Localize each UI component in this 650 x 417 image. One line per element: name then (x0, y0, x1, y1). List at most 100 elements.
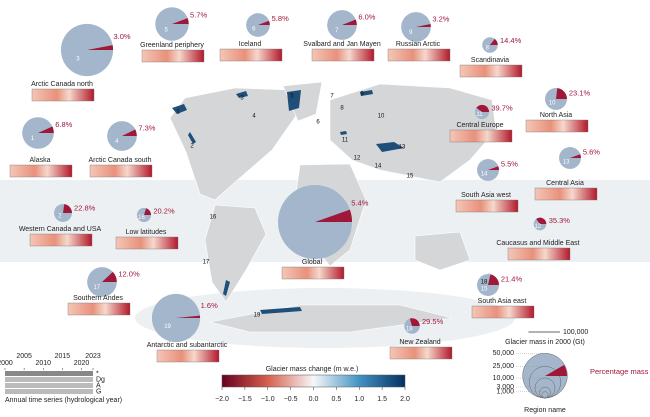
map-region-number: 17 (203, 260, 210, 266)
pct-label: 23.1% (569, 89, 591, 98)
pct-legend-label: Percentage mass loss (2000–2023) (590, 367, 650, 376)
size-legend-label: 3,000 (496, 384, 514, 391)
map-region-number: 3 (240, 96, 244, 102)
time-series-strip (455, 199, 519, 213)
map-region-number: 11 (342, 138, 349, 144)
time-series-strip (219, 48, 283, 62)
loss-wedge (570, 154, 581, 158)
strip-tick-label: 2010 (35, 360, 51, 367)
strip-tick-label: 2020 (74, 360, 90, 367)
size-legend-title: Glacier mass in 2000 (Gt) (505, 339, 585, 346)
time-series-strip (31, 88, 95, 102)
time-series-strip (281, 266, 345, 280)
loss-wedge (144, 208, 152, 215)
name-legend-label: Region name (524, 407, 566, 414)
pct-label: 22.8% (74, 204, 96, 213)
loss-wedge (315, 209, 353, 222)
loss-wedge (172, 18, 189, 24)
colorbar-tick-label: −0.5 (284, 396, 298, 403)
map-region-number: 8 (340, 106, 344, 112)
time-series-strip (534, 187, 598, 201)
loss-wedge (342, 19, 357, 25)
region-number: 7 (335, 28, 339, 34)
loss-wedge (409, 318, 420, 326)
region-name: Western Canada and USA (19, 226, 102, 233)
time-series-strip (156, 349, 220, 363)
map-region-number: 6 (316, 120, 320, 126)
region-name: Alaska (29, 157, 50, 164)
region-number: 9 (409, 30, 413, 36)
pct-label: 3.2% (432, 15, 449, 24)
strip-row-label: A (96, 382, 101, 389)
size-legend-label: 50,000 (493, 350, 515, 357)
pct-label: 5.5% (501, 160, 518, 169)
loss-wedge (102, 271, 117, 282)
region-name: Central Asia (546, 180, 584, 187)
pct-label: 5.7% (190, 11, 207, 20)
strip-row (5, 389, 93, 394)
time-series-strip (507, 247, 571, 261)
region-name: Central Europe (456, 122, 503, 129)
time-series-strip (389, 346, 453, 360)
loss-wedge (488, 274, 499, 285)
time-series-strip (449, 129, 513, 143)
loss-wedge (556, 88, 567, 99)
map-region-number: 13 (399, 145, 406, 151)
pct-label: 5.8% (272, 14, 289, 23)
colorbar-tick-label: −2.0 (215, 396, 229, 403)
pie (277, 184, 353, 260)
region-name: North Asia (540, 112, 572, 119)
loss-wedge (490, 38, 498, 45)
region-number: 4 (115, 139, 119, 145)
region-number: 3 (76, 57, 80, 63)
loss-wedge (122, 129, 137, 136)
pct-label: 5.4% (351, 198, 368, 207)
strip-tick-label: 2005 (16, 353, 32, 360)
time-series-strip (311, 48, 375, 62)
south-america (204, 204, 267, 303)
region-name: Caucasus and Middle East (496, 240, 579, 247)
region-name: Scandinavia (471, 57, 509, 64)
size-legend-label: 25,000 (493, 363, 515, 370)
loss-wedge (476, 104, 490, 112)
map-region-number: 4 (252, 114, 256, 120)
pct-label: 21.4% (501, 275, 523, 284)
region-name: South Asia west (461, 192, 511, 199)
size-legend-label: 1,000 (496, 389, 514, 396)
strip-legend-caption: Annual time series (hydrological year) (5, 397, 122, 404)
time-series-strip (459, 64, 523, 78)
colorbar-tick-label: 0.0 (309, 396, 319, 403)
strip-tick-label: 2015 (55, 353, 71, 360)
colorbar-tick-label: 2.0 (400, 396, 410, 403)
map-region-number: 12 (354, 156, 361, 162)
time-series-strip (525, 119, 589, 133)
loss-wedge (176, 315, 201, 318)
strip-row (5, 383, 93, 388)
map-region-number: 19 (254, 313, 261, 319)
loss-wedge (63, 204, 72, 213)
time-series-strip (115, 236, 179, 250)
region-number: 19 (164, 324, 171, 330)
pct-label: 35.3% (549, 216, 571, 225)
colorbar (221, 374, 406, 388)
strip-row-label: * (96, 370, 99, 377)
map-region-number: 2 (190, 144, 194, 150)
time-series-strip (9, 164, 73, 178)
map-region-number: 10 (378, 114, 385, 120)
map-region-number: 5 (290, 94, 294, 100)
colorbar-tick-label: −1.0 (261, 396, 275, 403)
size-legend-label: 100,000 (563, 329, 588, 336)
colorbar-tick-label: 0.5 (332, 396, 342, 403)
strip-row (5, 371, 93, 376)
region-name: Arctic Canada north (31, 81, 93, 88)
loss-wedge (87, 45, 114, 50)
strip-row-label: G (96, 388, 101, 395)
pct-label: 5.6% (583, 148, 600, 157)
pct-label: 6.8% (55, 120, 72, 129)
colorbar-tick-label: 1.0 (354, 396, 364, 403)
region-number: 11 (476, 112, 483, 118)
region-number: 13 (563, 159, 570, 165)
pct-label: 39.7% (491, 103, 513, 112)
region-number: 15 (481, 286, 488, 292)
